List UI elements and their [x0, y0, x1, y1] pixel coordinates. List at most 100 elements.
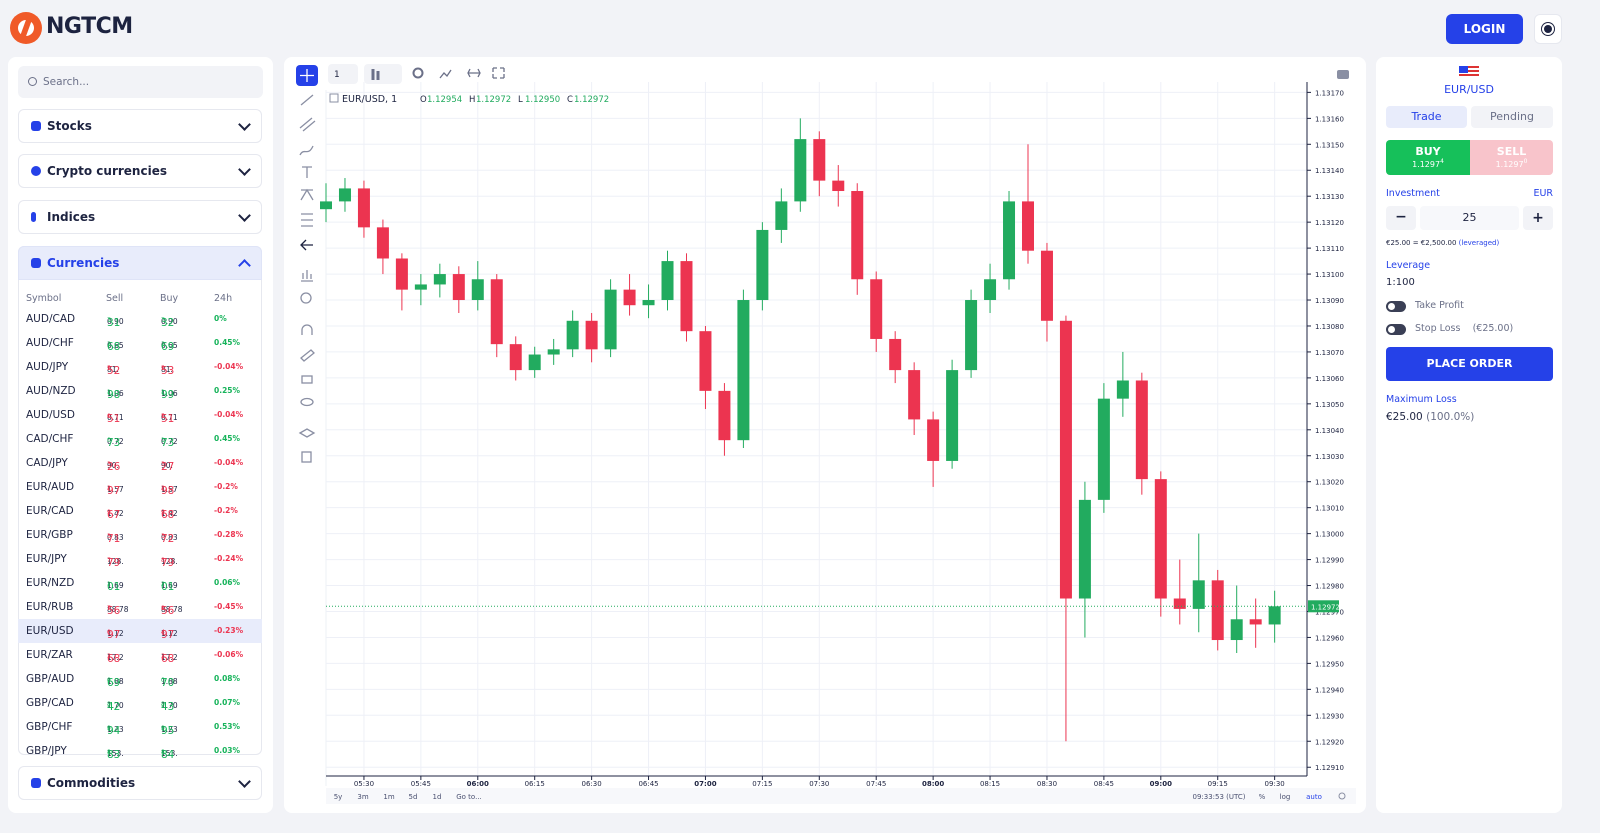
- back-tool[interactable]: [300, 239, 313, 251]
- investment-label: Investment: [1386, 188, 1440, 199]
- fib-tool[interactable]: [299, 117, 316, 132]
- compare-icon[interactable]: [467, 68, 481, 78]
- x-tick-label: 07:30: [809, 780, 829, 788]
- zoom-tool[interactable]: [300, 292, 312, 304]
- currency-row[interactable]: CAD/JPY 90. 26 3 90. 27 3 -0.04%: [26, 457, 244, 473]
- change-24h: -0.04%: [214, 458, 244, 467]
- pattern-tool[interactable]: [300, 188, 314, 201]
- currency-row[interactable]: CAD/CHF 0.72 73 0 0.72 73 1 0.45%: [26, 433, 241, 449]
- range-button[interactable]: Go to...: [456, 793, 482, 801]
- logo-icon: [10, 12, 42, 44]
- currency-row[interactable]: AUD/NZD 1.06 98 1 1.06 99 1 0.25%: [26, 385, 241, 401]
- theme-toggle[interactable]: [1534, 14, 1562, 44]
- x-tick-label: 07:15: [752, 780, 772, 788]
- chart-type-select[interactable]: [364, 64, 402, 84]
- change-24h: -0.04%: [214, 410, 244, 419]
- change-24h: 0.07%: [214, 698, 241, 707]
- crosshair-icon: [300, 69, 314, 82]
- candle-body: [661, 261, 674, 301]
- category-commodities[interactable]: Commodities: [18, 766, 262, 800]
- scale-button[interactable]: auto: [1306, 793, 1322, 801]
- text-tool[interactable]: [302, 166, 312, 178]
- candle-body: [1003, 201, 1016, 280]
- category-indices[interactable]: Indices: [18, 200, 262, 234]
- bottom-controls: 5y 3m 1m 5d 1d Go to... 09:33:53 (UTC)% log auto: [334, 792, 1346, 801]
- currency-row[interactable]: EUR/USD 1.12 97 0 1.12 97 4 -0.23%: [18, 619, 262, 643]
- y-tick-label: 1.13070: [1315, 349, 1344, 357]
- legend-collapse[interactable]: [329, 93, 339, 103]
- y-tick-label: 1.13150: [1315, 141, 1344, 149]
- currency-row[interactable]: EUR/AUD 1.57 97 2 1.57 98 2 -0.2%: [26, 481, 238, 497]
- category-label: Indices: [47, 210, 96, 224]
- chart-type-icon: [371, 69, 380, 80]
- visibility-tool[interactable]: [300, 397, 314, 407]
- candle-body: [433, 274, 446, 285]
- logo-text[interactable]: NGTCM: [46, 14, 133, 39]
- category-stocks[interactable]: Stocks: [18, 109, 262, 143]
- currency-row[interactable]: AUD/USD 0.71 51 0 0.71 51 5 -0.04%: [26, 409, 244, 425]
- increase-button[interactable]: +: [1523, 206, 1553, 230]
- interval-select[interactable]: [328, 64, 358, 84]
- currency-row[interactable]: EUR/CAD 1.42 67 9 1.42 68 9 -0.2%: [26, 505, 238, 521]
- amount-input[interactable]: 25: [1420, 206, 1519, 230]
- interval-label: 1: [334, 70, 340, 80]
- currency-row[interactable]: AUD/CHF 0.65 68 3 0.65 69 3 0.45%: [26, 337, 241, 353]
- login-button[interactable]: LOGIN: [1446, 14, 1523, 44]
- category-label: Currencies: [47, 256, 120, 270]
- magnet-tool[interactable]: [301, 324, 313, 335]
- scale-button[interactable]: log: [1280, 793, 1291, 801]
- range-button[interactable]: 5d: [409, 793, 418, 801]
- prediction-tool[interactable]: [301, 213, 313, 227]
- sell-button[interactable]: SELL 1.12970: [1470, 140, 1553, 175]
- currency-row[interactable]: GBP/AUD 1.88 69 0 1.88 70 0 0.08%: [26, 673, 241, 689]
- measure-tool[interactable]: [301, 270, 313, 282]
- range-button[interactable]: 1d: [433, 793, 442, 801]
- trend-line-tool[interactable]: [300, 94, 314, 106]
- place-order-button[interactable]: PLACE ORDER: [1386, 347, 1553, 381]
- take-profit-toggle[interactable]: [1386, 301, 1406, 312]
- stop-loss-toggle[interactable]: [1386, 324, 1406, 335]
- currency-row[interactable]: AUD/JPY 81. 52 5 81. 53 5 -0.04%: [26, 361, 244, 377]
- trade-tab[interactable]: Trade: [1386, 106, 1467, 128]
- range-button[interactable]: 1m: [383, 793, 394, 801]
- category-currencies-header[interactable]: Currencies: [18, 246, 262, 280]
- x-tick-label: 08:15: [980, 780, 1000, 788]
- range-button[interactable]: 5y: [334, 793, 343, 801]
- delete-tool[interactable]: [301, 451, 312, 463]
- ohlc-value: 1.12972: [574, 95, 609, 105]
- currency-row[interactable]: EUR/JPY 128. 79 7 128. 79 8 -0.24%: [26, 553, 244, 569]
- currency-row[interactable]: GBP/CAD 1.70 42 8 1.70 43 8 0.07%: [26, 697, 241, 713]
- screenshot-icon[interactable]: [1337, 70, 1349, 79]
- symbol: CAD/JPY: [26, 457, 68, 469]
- currency-row[interactable]: EUR/RUB 88.78 56 7 88.78 56 8 -0.45%: [26, 601, 244, 617]
- x-tick-label: 09:15: [1208, 780, 1228, 788]
- category-crypto[interactable]: Crypto currencies: [18, 154, 262, 188]
- lock-tool[interactable]: [301, 375, 313, 384]
- lock-drawing-tool[interactable]: [300, 349, 315, 362]
- brush-tool[interactable]: [299, 145, 314, 156]
- candle-body: [1021, 201, 1034, 251]
- symbol: AUD/JPY: [26, 361, 69, 373]
- fullscreen-icon[interactable]: [492, 67, 505, 79]
- indicators-icon[interactable]: [439, 69, 452, 79]
- currency-row[interactable]: AUD/CAD 0.90 31 7 0.90 32 7 0%: [26, 313, 227, 329]
- x-tick-label: 09:30: [1265, 780, 1285, 788]
- currency-row[interactable]: EUR/ZAR 17.2 68 3 17.2 68 3 -0.06%: [26, 649, 244, 665]
- bottom-settings[interactable]: [1338, 792, 1346, 800]
- currency-row[interactable]: EUR/GBP 0.83 71 3 0.83 72 3 -0.28%: [26, 529, 244, 545]
- currency-row[interactable]: EUR/NZD 1.69 01 1 1.69 01 2 0.06%: [26, 577, 241, 593]
- search-input[interactable]: Search...: [18, 66, 263, 98]
- flag-icon: [1459, 66, 1479, 78]
- pending-tab[interactable]: Pending: [1471, 106, 1553, 128]
- buy-button[interactable]: BUY 1.12974: [1386, 140, 1470, 175]
- ohlc-key: C: [567, 95, 573, 105]
- candle-body: [357, 188, 370, 228]
- currency-row[interactable]: GBP/CHF 1.23 94 9 1.23 95 9 0.53%: [26, 721, 241, 737]
- stop-loss-label: Stop Loss (€25.00): [1415, 323, 1513, 334]
- decrease-button[interactable]: −: [1386, 206, 1416, 230]
- range-button[interactable]: 3m: [357, 793, 368, 801]
- settings-icon[interactable]: [412, 67, 424, 79]
- layers-tool[interactable]: [298, 428, 316, 438]
- currency-row[interactable]: GBP/JPY 153. 83 8 153. 84 8 0.03%: [26, 745, 241, 761]
- scale-button[interactable]: %: [1259, 793, 1266, 801]
